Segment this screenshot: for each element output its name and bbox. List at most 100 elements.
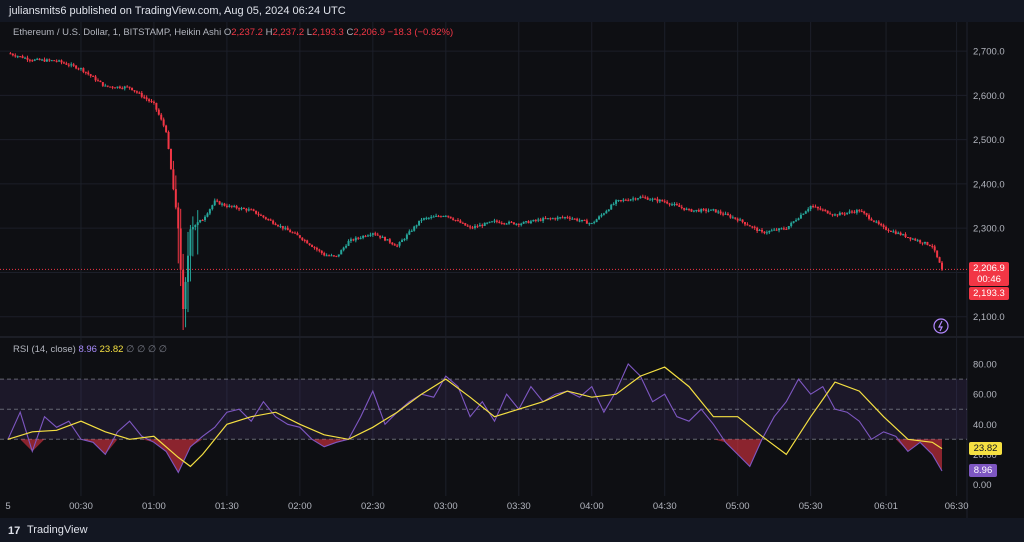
candle-body [240,208,243,210]
candle-body [303,239,306,241]
rsi-extras: ∅ ∅ ∅ ∅ [126,344,168,355]
candle-body [364,235,367,237]
candle-body [673,203,676,205]
candle-body [880,223,883,226]
time-tick-label: 01:30 [215,501,239,512]
candle-body [272,220,275,224]
candle-body [335,255,338,257]
candle-body [65,63,68,65]
candle-body [778,228,781,231]
time-tick-label: 05:30 [799,501,823,512]
candle-body [313,246,316,248]
candle-body [208,209,211,214]
candle-body [286,227,289,231]
rsi-ma-value: 23.82 [99,344,124,355]
candle-body [99,80,102,83]
candle-body [649,199,652,201]
candle-body [106,85,109,87]
candle-body [16,56,19,58]
alert-icon[interactable] [933,318,949,334]
candle-body [109,86,112,88]
candle-body [257,213,260,215]
price-tick-label: 2,600.0 [973,91,1005,102]
candle-body [143,96,146,98]
candle-body [743,222,746,225]
candle-body [459,220,462,223]
candle-body [712,209,715,211]
candle-body [554,218,557,220]
candle-body [532,219,535,222]
candle-body [33,59,36,61]
rsi-legend[interactable]: RSI (14, close) 8.96 23.82 ∅ ∅ ∅ ∅ [13,344,167,355]
candle-body [393,244,396,246]
time-tick-label: 02:00 [288,501,312,512]
candle-body [461,222,464,224]
candle-body [123,86,126,89]
candle-body [829,213,832,215]
candle-body [583,219,586,221]
candle-body [785,228,788,230]
candle-body [427,217,430,219]
candle-body [685,208,688,210]
candle-body [53,60,56,62]
candle-body [145,97,148,100]
candle-body [398,242,401,246]
candle-body [255,210,258,214]
candle-body [306,240,309,244]
candle-body [72,64,75,66]
time-tick-label-partial: 5 [5,501,10,512]
candle-body [279,225,282,227]
candle-body [658,199,661,202]
candle-body [941,262,943,270]
candle-body [437,215,440,217]
candle-body [264,217,267,219]
candle-body [812,205,815,207]
candle-body [916,240,919,242]
price-change: −18.3 (−0.82%) [387,27,454,38]
candle-body [775,229,778,231]
candle-body [787,226,790,230]
candle-body [795,220,798,222]
symbol-legend[interactable]: Ethereum / U.S. Dollar, 1, BITSTAMP, Hei… [13,27,453,38]
publish-text: juliansmits6 published on TradingView.co… [9,5,346,17]
candle-body [605,211,608,214]
candle-body [345,245,348,248]
time-tick-label: 01:00 [142,501,166,512]
candle-body [444,215,447,217]
candle-body [595,219,598,223]
candle-body [588,223,591,225]
candle-body [488,221,491,223]
candle-body [680,206,683,208]
candle-body [503,223,506,225]
candle-body [573,218,576,220]
candle-body [826,210,829,214]
time-tick-label: 06:30 [945,501,969,512]
candle-body [799,214,802,219]
candle-body [70,64,73,66]
candle-body [403,238,406,241]
candle-body [729,215,732,218]
publish-header: juliansmits6 published on TradingView.co… [0,0,1024,22]
candle-body [184,281,187,309]
candle-body [551,218,554,220]
candle-body [174,189,177,208]
low-price-tag: 2,193.3 [969,287,1009,301]
candles [9,52,943,331]
time-tick-label: 06:01 [874,501,898,512]
candle-body [512,222,515,225]
candle-body [157,109,160,115]
candle-body [576,218,579,221]
price-tick-label: 2,400.0 [973,179,1005,190]
candle-body [169,148,172,170]
candle-body [349,239,352,241]
candle-body [892,231,895,233]
candle-body [544,218,547,220]
candle-body [926,241,929,245]
candle-body [294,232,297,234]
candle-body [9,53,12,55]
candle-body [191,227,194,230]
candle-body [162,119,165,126]
candle-body [118,86,121,89]
candle-body [366,235,369,237]
